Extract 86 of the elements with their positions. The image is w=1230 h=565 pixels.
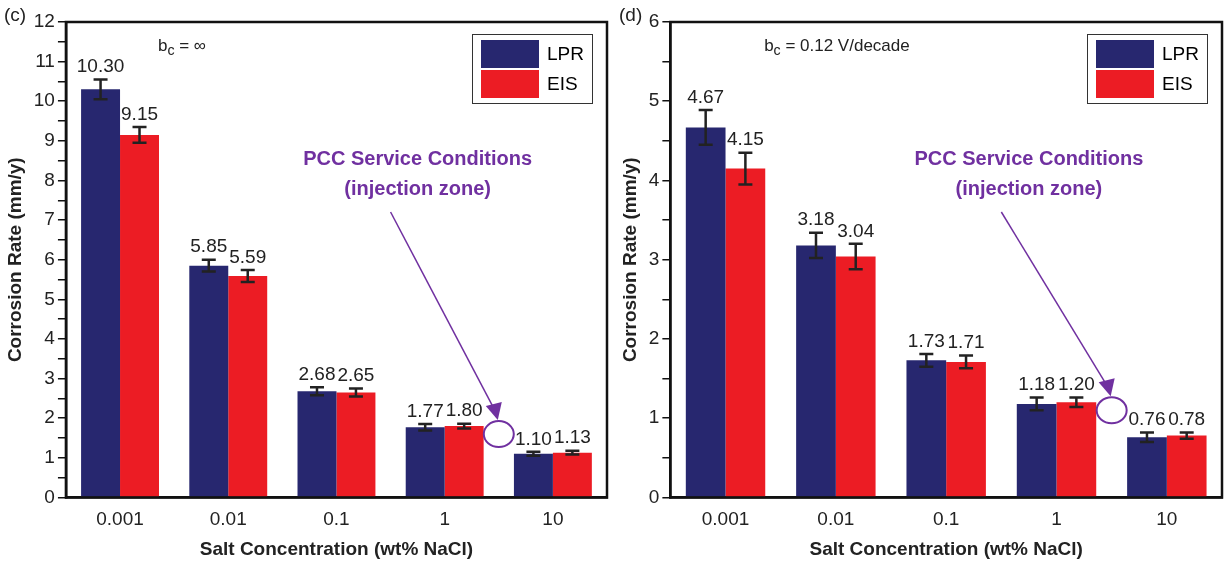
data-label: 0.76: [1128, 408, 1166, 430]
y-tick-label: 8: [44, 168, 55, 190]
data-label: 4.67: [687, 85, 725, 107]
bar: [297, 391, 337, 497]
x-tick-label: 0.1: [323, 508, 350, 530]
data-label: 1.18: [1018, 373, 1056, 395]
x-tick-label: 1: [439, 508, 450, 530]
y-tick-label: 10: [33, 89, 55, 111]
data-label: 5.85: [190, 235, 228, 257]
data-label: 3.18: [797, 208, 835, 230]
bar: [946, 361, 986, 497]
text: (c): [4, 4, 27, 26]
bar: [120, 134, 159, 497]
bar: [228, 275, 268, 497]
x-tick-label: 10: [1156, 508, 1178, 530]
annotation: (injection zone): [955, 177, 1103, 200]
bar: [336, 392, 376, 497]
data-label: 10.30: [76, 55, 125, 77]
y-tick-label: 7: [44, 208, 55, 230]
data-label: 1.71: [947, 331, 985, 353]
bar: [685, 127, 726, 497]
y-tick-label: 6: [44, 247, 55, 269]
y-tick-label: 2: [648, 327, 660, 349]
bar: [1056, 402, 1097, 497]
data-label: 1.13: [553, 426, 591, 448]
text: (d): [619, 4, 643, 26]
data-label: 9.15: [121, 102, 159, 124]
y-tick-label: 5: [648, 89, 660, 111]
bar: [1127, 437, 1167, 497]
y-tick-label: 12: [33, 10, 55, 32]
y-tick-label: 0: [648, 485, 660, 507]
x-tick-label: 0.01: [209, 508, 247, 530]
legend-label: LPR: [1162, 43, 1199, 65]
y-tick-label: 3: [44, 366, 55, 388]
data-label: 3.04: [837, 219, 875, 241]
y-tick-label: 2: [44, 406, 55, 428]
data-label: 2.68: [298, 363, 336, 384]
bar: [81, 89, 121, 497]
y-tick-label: 1: [648, 406, 660, 428]
bar: [835, 256, 876, 497]
bar: [1166, 435, 1207, 497]
x-tick-label: 10: [542, 508, 564, 530]
y-tick-label: 3: [648, 247, 660, 269]
bar: [725, 168, 766, 497]
x-axis-title: Salt Concentration (wt% NaCl): [809, 537, 1083, 559]
data-label: 1.73: [907, 329, 945, 351]
bar: [906, 360, 947, 497]
bar: [552, 452, 592, 497]
y-tick-label: 4: [648, 168, 660, 190]
x-tick-label: 0.1: [932, 508, 960, 530]
y-tick-label: 6: [648, 10, 660, 32]
x-tick-label: 1: [1051, 508, 1062, 530]
legend-label: EIS: [1162, 73, 1193, 95]
x-tick-label: 0.01: [817, 508, 855, 530]
annotation: (injection zone): [344, 177, 491, 200]
y-tick-label: 9: [44, 129, 55, 151]
bar: [513, 453, 553, 497]
data-label: 1.10: [514, 427, 552, 449]
bar: [189, 265, 229, 497]
annotation: PCC Service Conditions: [914, 147, 1144, 170]
annotation: PCC Service Conditions: [303, 147, 533, 170]
data-label: 4.15: [726, 128, 764, 150]
y-axis-title: Corrosion Rate (mm/y): [618, 157, 640, 363]
y-tick-label: 0: [44, 485, 55, 507]
legend-label: LPR: [547, 43, 584, 65]
y-tick-label: 1: [44, 446, 55, 468]
data-label: 5.59: [229, 245, 267, 267]
annotation: b$_{c}$ = 0.12 V/decade: [764, 36, 910, 59]
x-axis-title: Salt Concentration (wt% NaCl): [199, 537, 474, 559]
y-tick-label: 11: [35, 49, 55, 71]
legend-label: EIS: [547, 73, 578, 95]
x-tick-label: 0.001: [701, 508, 750, 530]
bar: [444, 426, 484, 497]
y-tick-label: 5: [44, 287, 55, 309]
annotation: b$_{c}$ = ∞: [157, 36, 206, 59]
data-label: 1.20: [1057, 373, 1095, 395]
x-tick-label: 0.001: [96, 508, 144, 530]
data-label: 0.78: [1168, 408, 1206, 430]
data-label: 2.65: [337, 364, 375, 386]
y-axis-title: Corrosion Rate (mm/y): [3, 157, 25, 363]
bar: [405, 427, 445, 497]
y-tick-label: 4: [44, 327, 56, 349]
data-label: 1.80: [445, 399, 483, 421]
data-label: 1.77: [406, 399, 444, 421]
bar: [796, 245, 836, 497]
bar: [1016, 403, 1057, 497]
